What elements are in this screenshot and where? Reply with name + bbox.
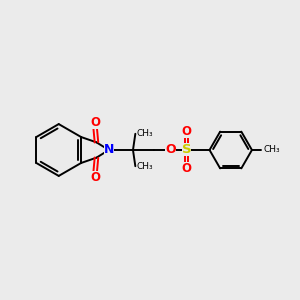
Text: S: S [182, 143, 191, 157]
Text: O: O [182, 162, 192, 175]
Text: O: O [165, 143, 176, 157]
Text: O: O [182, 125, 192, 138]
Text: O: O [90, 116, 100, 129]
Text: CH₃: CH₃ [263, 146, 280, 154]
Text: N: N [104, 143, 114, 157]
Text: CH₃: CH₃ [136, 129, 153, 138]
Text: CH₃: CH₃ [136, 162, 153, 171]
Text: O: O [90, 171, 100, 184]
